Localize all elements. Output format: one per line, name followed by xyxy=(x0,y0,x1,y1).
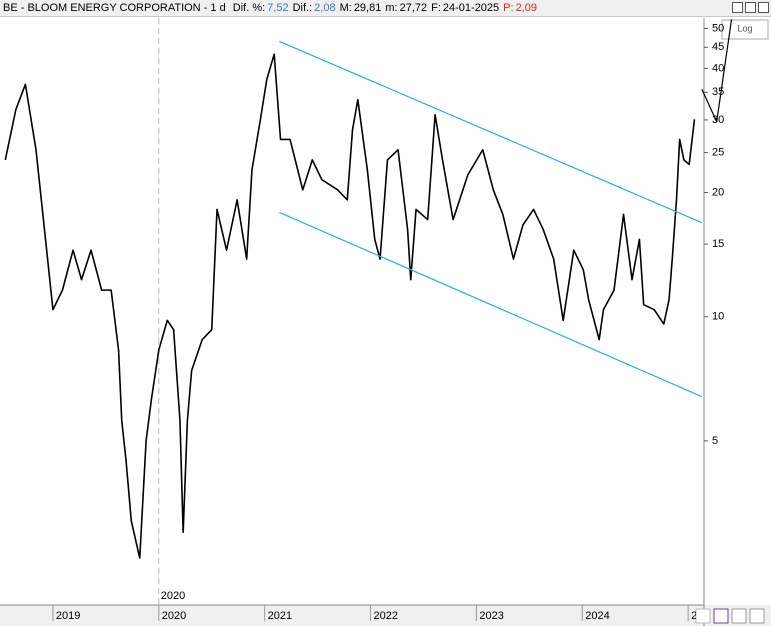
header-label: m: xyxy=(385,2,398,14)
header-label: M: xyxy=(339,2,352,14)
x-tick-label: 2022 xyxy=(374,610,398,622)
trend-line xyxy=(279,40,703,224)
header-value: 27,72 xyxy=(399,2,428,14)
log-button[interactable] xyxy=(721,19,769,40)
close-button[interactable] xyxy=(758,2,769,13)
symbol: BE - BLOOM ENERGY CORPORATION - 1 d xyxy=(3,2,226,14)
x-axis-bar xyxy=(0,605,771,626)
trend-line xyxy=(701,19,733,123)
window-buttons xyxy=(732,2,769,13)
x-tick-label: 2021 xyxy=(268,610,292,622)
header-label: F: xyxy=(431,2,441,14)
cursor-label: 2020 xyxy=(161,590,185,602)
header-label: P: xyxy=(503,2,514,14)
header-value: 29,81 xyxy=(353,2,382,14)
y-tick-label: 40 xyxy=(712,62,724,74)
price-line xyxy=(4,53,696,559)
minimize-button[interactable] xyxy=(732,2,743,13)
x-tick-label: 2024 xyxy=(585,610,609,622)
plot-area xyxy=(4,53,696,559)
header-value: 24-01-2025 xyxy=(442,2,500,14)
y-tick-label: 25 xyxy=(712,146,724,158)
zoom-icon[interactable] xyxy=(731,608,747,624)
trend-line xyxy=(279,211,703,398)
y-tick-label: 20 xyxy=(712,186,724,198)
x-tick-label: 2023 xyxy=(479,610,503,622)
y-tick-label: 45 xyxy=(712,41,724,53)
x-tick-label: 2025 xyxy=(691,610,715,622)
header-items: Dif. %: 7,52 Dif.: 2,08 M: 29,81 m: 27,72 F: 24-0… xyxy=(233,2,541,14)
settings-icon[interactable] xyxy=(749,608,765,624)
header-label: Dif. %: xyxy=(232,2,266,14)
y-tick-label: 10 xyxy=(712,311,724,323)
log-button-label[interactable]: Log xyxy=(737,23,752,33)
x-tick-label: 2019 xyxy=(56,610,80,622)
header-value: 2,08 xyxy=(314,2,336,14)
y-tick-label: 5 xyxy=(712,435,718,447)
header-bar: BE - BLOOM ENERGY CORPORATION - 1 d Dif.… xyxy=(0,0,771,17)
maximize-button[interactable] xyxy=(745,2,756,13)
y-tick-label: 35 xyxy=(712,86,724,98)
header-value: 7,52 xyxy=(267,2,289,14)
save-icon[interactable] xyxy=(713,608,729,624)
y-tick-label: 15 xyxy=(712,238,724,250)
y-tick-label: 50 xyxy=(712,22,724,34)
scroll-icon[interactable] xyxy=(695,608,711,624)
x-tick-label: 2020 xyxy=(162,610,186,622)
header-value: 2,09 xyxy=(515,2,537,14)
header-label: Dif.: xyxy=(292,2,313,14)
